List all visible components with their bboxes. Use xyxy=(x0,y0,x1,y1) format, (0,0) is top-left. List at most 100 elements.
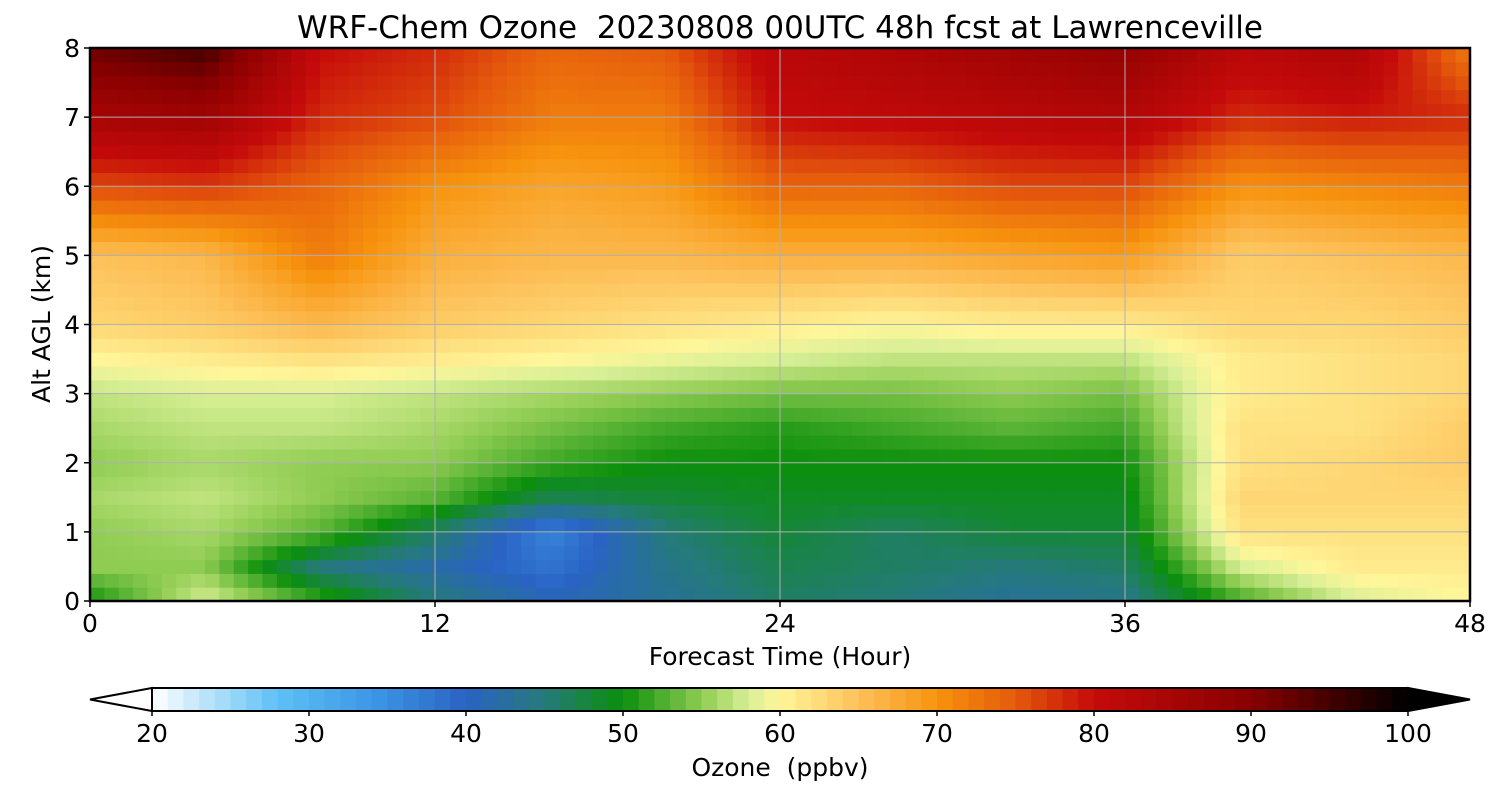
heatmap-cell xyxy=(693,559,709,574)
heatmap-cell xyxy=(506,435,522,450)
heatmap-cell xyxy=(1024,518,1040,533)
heatmap-cell xyxy=(219,130,235,146)
heatmap-cell xyxy=(276,421,292,436)
heatmap-cell xyxy=(621,89,637,104)
heatmap-cell xyxy=(248,379,264,395)
heatmap-cell xyxy=(1096,407,1112,422)
heatmap-cell xyxy=(391,352,407,367)
colorbar-segment xyxy=(1266,688,1283,711)
heatmap-cell xyxy=(219,379,235,395)
heatmap-cell xyxy=(736,117,752,132)
heatmap-cell xyxy=(1038,559,1054,574)
heatmap-cell xyxy=(219,587,235,601)
heatmap-cell xyxy=(305,283,321,298)
heatmap-cell xyxy=(851,476,867,491)
heatmap-cell xyxy=(176,117,192,132)
heatmap-cell xyxy=(823,490,839,505)
heatmap-cell xyxy=(1311,338,1327,353)
heatmap-cell xyxy=(1081,462,1097,478)
heatmap-cell xyxy=(693,89,709,104)
heatmap-cell xyxy=(780,518,795,533)
heatmap-cell xyxy=(578,476,594,491)
heatmap-cell xyxy=(506,448,522,464)
heatmap-cell xyxy=(578,545,594,561)
heatmap-cell xyxy=(478,324,494,339)
heatmap-cell xyxy=(1024,462,1040,478)
heatmap-cell xyxy=(104,518,120,533)
heatmap-cell xyxy=(1441,172,1457,187)
heatmap-cell xyxy=(1240,407,1255,422)
heatmap-cell xyxy=(665,130,680,146)
heatmap-cell xyxy=(765,130,781,146)
heatmap-cell xyxy=(133,144,149,160)
heatmap-cell xyxy=(1053,379,1069,395)
heatmap-cell xyxy=(923,531,939,547)
heatmap-cell xyxy=(1096,379,1112,395)
heatmap-cell xyxy=(1326,213,1342,229)
heatmap-cell xyxy=(1139,393,1155,409)
heatmap-cell xyxy=(521,172,537,187)
heatmap-cell xyxy=(923,186,939,201)
heatmap-cell xyxy=(1211,421,1227,436)
heatmap-cell xyxy=(1125,518,1140,533)
heatmap-cell xyxy=(1182,448,1198,464)
heatmap-cell xyxy=(449,365,465,381)
heatmap-cell xyxy=(104,448,120,464)
heatmap-cell xyxy=(1010,448,1025,464)
heatmap-cell xyxy=(377,379,393,395)
heatmap-cell xyxy=(449,255,465,270)
heatmap-cell xyxy=(952,518,968,533)
heatmap-cell xyxy=(708,435,724,450)
heatmap-cell xyxy=(765,407,781,422)
heatmap-cell xyxy=(478,407,494,422)
heatmap-cell xyxy=(205,490,220,505)
heatmap-cell xyxy=(521,144,537,160)
heatmap-cell xyxy=(233,448,249,464)
heatmap-cell xyxy=(1125,462,1140,478)
heatmap-cell xyxy=(104,365,120,381)
heatmap-cell xyxy=(866,130,882,146)
heatmap-cell xyxy=(233,490,249,505)
heatmap-cell xyxy=(693,186,709,201)
colorbar-segment xyxy=(1109,688,1126,711)
heatmap-cell xyxy=(1225,365,1241,381)
heatmap-cell xyxy=(837,352,853,367)
heatmap-cell xyxy=(895,462,910,478)
heatmap-cell xyxy=(506,61,522,77)
heatmap-cell xyxy=(895,338,910,353)
heatmap-cell xyxy=(679,213,695,229)
heatmap-cell xyxy=(1369,89,1385,104)
heatmap-cell xyxy=(205,310,220,326)
heatmap-cell xyxy=(564,448,580,464)
heatmap-cell xyxy=(90,518,105,533)
heatmap-cell xyxy=(808,462,824,478)
heatmap-cell xyxy=(995,241,1011,256)
colorbar-segment xyxy=(717,688,734,711)
heatmap-cell xyxy=(1010,117,1025,132)
heatmap-cell xyxy=(823,241,839,256)
heatmap-cell xyxy=(578,144,594,160)
heatmap-cell xyxy=(262,241,278,256)
heatmap-cell xyxy=(679,241,695,256)
heatmap-cell xyxy=(895,103,910,118)
heatmap-cell xyxy=(363,241,379,256)
heatmap-cell xyxy=(506,89,522,104)
heatmap-cell xyxy=(1010,255,1025,270)
heatmap-cell xyxy=(708,48,724,63)
heatmap-cell xyxy=(693,324,709,339)
colorbar-tick-label: 30 xyxy=(293,719,325,748)
heatmap-cell xyxy=(995,117,1011,132)
heatmap-cell xyxy=(1182,407,1198,422)
heatmap-cell xyxy=(794,587,810,601)
heatmap-cell xyxy=(736,490,752,505)
heatmap-cell xyxy=(104,559,120,574)
heatmap-cell xyxy=(104,587,120,601)
heatmap-cell xyxy=(406,379,422,395)
heatmap-cell xyxy=(1326,490,1342,505)
heatmap-cell xyxy=(1412,186,1428,201)
heatmap-cell xyxy=(506,559,522,574)
heatmap-cell xyxy=(233,338,249,353)
heatmap-cell xyxy=(1426,338,1442,353)
heatmap-cell xyxy=(751,379,767,395)
heatmap-cell xyxy=(636,324,652,339)
